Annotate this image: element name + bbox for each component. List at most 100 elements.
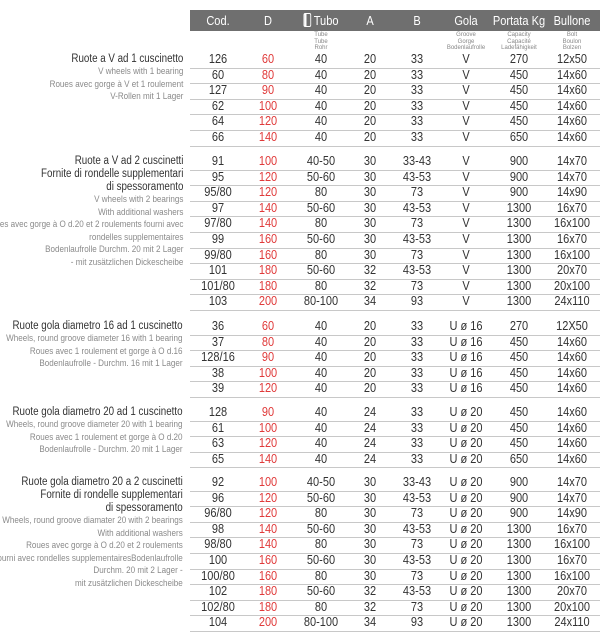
cell-capacity: 450 bbox=[509, 365, 529, 380]
header-groove-sublabel: Groove Gorge Bodenlaufrolle bbox=[446, 32, 486, 51]
cell-diameter: 140 bbox=[258, 200, 278, 215]
cell-capacity: 450 bbox=[509, 420, 529, 435]
table-row: 128 90 40 24 33 U ø 20 450 14x60 bbox=[190, 405, 600, 422]
table-row: 62 100 40 20 33 V 450 14x60 bbox=[190, 99, 600, 116]
cell-a: 32 bbox=[363, 584, 377, 599]
cell-capacity: 1300 bbox=[506, 568, 532, 583]
cell-tube: 40 bbox=[314, 334, 328, 349]
cell-diameter: 100 bbox=[258, 98, 278, 113]
cell-groove: U ø 20 bbox=[449, 615, 483, 630]
header-code: Cod. bbox=[206, 10, 229, 31]
cell-code: 97 bbox=[211, 200, 225, 215]
cell-tube: 40 bbox=[314, 114, 328, 129]
cell-bolt: 20x100 bbox=[553, 599, 591, 614]
table-row: 97 140 50-60 30 43-53 V 1300 16x70 bbox=[190, 201, 600, 218]
cell-diameter: 180 bbox=[258, 278, 278, 293]
cell-groove: V bbox=[462, 98, 470, 113]
cell-a: 30 bbox=[363, 169, 377, 184]
cell-a: 30 bbox=[363, 200, 377, 215]
section-subtitle-line: - mit zusätzlichen Dickescheibe bbox=[70, 256, 183, 268]
table-row: 126 60 40 20 33 V 270 12x50 bbox=[190, 52, 600, 69]
cell-capacity: 450 bbox=[509, 381, 529, 396]
cell-capacity: 1300 bbox=[506, 521, 532, 536]
section-subtitle-line: mit zusätzlichen Dickescheibe bbox=[75, 577, 183, 589]
cell-code: 61 bbox=[211, 420, 225, 435]
cell-capacity: 270 bbox=[509, 52, 529, 66]
cell-code: 128 bbox=[208, 405, 228, 419]
cell-tube: 50-60 bbox=[306, 521, 336, 536]
cell-b: 43-53 bbox=[402, 490, 432, 505]
section-subtitle-line: Bodenlaufrolle - Durchm. 16 mit 1 Lager bbox=[39, 358, 183, 369]
cell-bolt: 14x60 bbox=[557, 436, 587, 451]
table-row: 104 200 80-100 34 93 U ø 20 1300 24x110 bbox=[190, 615, 600, 632]
cell-diameter: 160 bbox=[258, 553, 278, 567]
table-row: 63 120 40 24 33 U ø 20 450 14x60 bbox=[190, 436, 600, 453]
cell-a: 20 bbox=[363, 350, 377, 365]
cell-a: 20 bbox=[363, 130, 377, 144]
cell-bolt: 16x70 bbox=[557, 553, 587, 567]
cell-groove: V bbox=[462, 83, 470, 98]
cell-tube: 50-60 bbox=[306, 553, 336, 567]
cell-diameter: 160 bbox=[258, 247, 278, 262]
cell-code: 128/16 bbox=[201, 350, 235, 365]
cell-code: 96 bbox=[211, 490, 225, 505]
cell-code: 126 bbox=[208, 52, 228, 66]
cell-capacity: 650 bbox=[509, 451, 529, 466]
cell-bolt: 16x70 bbox=[557, 232, 587, 246]
cell-bolt: 24x110 bbox=[554, 294, 590, 309]
cell-a: 32 bbox=[363, 278, 377, 293]
cell-capacity: 450 bbox=[509, 114, 529, 129]
cell-bolt: 24x110 bbox=[554, 615, 590, 630]
cell-diameter: 180 bbox=[258, 584, 278, 599]
cell-diameter: 120 bbox=[258, 381, 278, 396]
cell-tube: 40 bbox=[314, 130, 328, 144]
cell-tube: 40 bbox=[314, 83, 328, 98]
cell-diameter: 100 bbox=[258, 420, 278, 435]
table-row: 102/80 180 80 32 73 U ø 20 1300 20x100 bbox=[190, 600, 600, 617]
cell-b: 33 bbox=[410, 52, 424, 66]
section-subtitle-line: V wheels with 1 bearing bbox=[97, 66, 183, 77]
cell-bolt: 14x60 bbox=[557, 114, 587, 129]
section-title-line: Ruote gola diametro 20 a 2 cuscinetti bbox=[21, 476, 184, 488]
cell-a: 30 bbox=[363, 185, 377, 200]
cell-bolt: 14x70 bbox=[557, 475, 587, 489]
cell-a: 30 bbox=[363, 216, 377, 231]
section-title-line: di spessoramento bbox=[105, 181, 183, 193]
cell-diameter: 160 bbox=[258, 568, 278, 583]
header-b: B bbox=[413, 10, 420, 31]
cell-code: 98/80 bbox=[204, 537, 232, 552]
table-row: 60 80 40 20 33 V 450 14x60 bbox=[190, 68, 600, 85]
cell-diameter: 120 bbox=[258, 436, 278, 451]
cell-diameter: 140 bbox=[258, 521, 278, 536]
cell-code: 95/80 bbox=[204, 185, 232, 200]
cell-a: 30 bbox=[363, 537, 377, 552]
cell-tube: 40 bbox=[314, 52, 328, 66]
cell-capacity: 450 bbox=[509, 98, 529, 113]
cell-code: 37 bbox=[211, 334, 225, 349]
cell-bolt: 14x60 bbox=[557, 83, 587, 98]
section-subtitle-line: Bodenlaufrolle - Durchm. 20 mit 1 Lager bbox=[39, 444, 183, 455]
cell-bolt: 16x70 bbox=[557, 521, 587, 536]
cell-tube: 80 bbox=[314, 599, 328, 614]
tube-icon bbox=[303, 13, 312, 27]
cell-bolt: 20x70 bbox=[557, 584, 587, 599]
cell-diameter: 140 bbox=[258, 537, 278, 552]
header-b-label: B bbox=[413, 13, 421, 28]
cell-groove: U ø 20 bbox=[449, 521, 483, 536]
section-subtitle-line: fourni avec rondelles supplementairesBod… bbox=[0, 552, 183, 564]
cell-code: 99/80 bbox=[204, 247, 232, 262]
cell-capacity: 1300 bbox=[506, 294, 532, 309]
cell-capacity: 1300 bbox=[506, 278, 532, 293]
cell-a: 34 bbox=[363, 294, 377, 309]
cell-code: 102/80 bbox=[201, 599, 235, 614]
cell-code: 97/80 bbox=[204, 216, 232, 231]
cell-b: 33 bbox=[410, 130, 424, 144]
cell-a: 30 bbox=[363, 154, 377, 168]
cell-diameter: 140 bbox=[258, 216, 278, 231]
cell-code: 60 bbox=[211, 67, 225, 82]
cell-a: 24 bbox=[363, 405, 377, 419]
cell-code: 99 bbox=[211, 232, 225, 246]
cell-a: 24 bbox=[363, 420, 377, 435]
cell-groove: V bbox=[462, 278, 470, 293]
cell-a: 20 bbox=[363, 98, 377, 113]
